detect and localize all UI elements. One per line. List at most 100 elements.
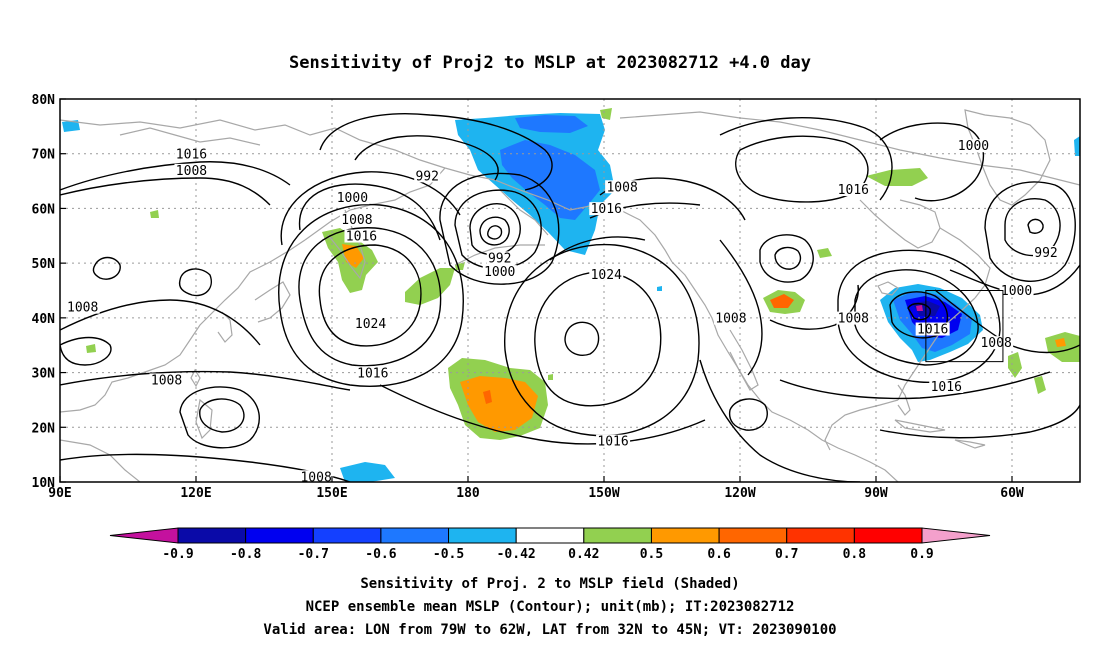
colorbar-label: -0.9: [162, 547, 193, 562]
coastline-siberia-inner: [119, 127, 261, 146]
contour-label: 1008: [838, 312, 869, 327]
colorbar-label: 0.5: [640, 547, 663, 562]
coastline-aleutians: [454, 244, 545, 266]
lon-tick-label: 90E: [48, 486, 71, 501]
colorbar-bin: [515, 527, 585, 544]
contour-west-sw-1: [60, 336, 112, 366]
lon-tick-label: 150E: [316, 486, 347, 501]
contour-label-bg: [979, 336, 1014, 350]
coastline-florida: [897, 384, 911, 416]
contour-low-bering-3: [487, 225, 503, 240]
shade-blue-west: [62, 120, 80, 132]
contour-label-bg: [929, 379, 964, 393]
contour-east-pacific-high-2: [534, 271, 662, 407]
coastline-russia-east: [304, 167, 446, 241]
contour-label: 1016: [346, 230, 377, 245]
shade-pink-east-coast-core: [916, 305, 923, 311]
shade-green-west-1: [150, 210, 159, 218]
colorbar-label: -0.5: [433, 547, 464, 562]
shade-orange-west-coast: [770, 294, 794, 308]
shade-green-aleutian: [405, 268, 455, 305]
colorbar-label: 0.9: [910, 547, 933, 562]
shade-blue-north-pacific-top: [515, 115, 588, 133]
shade-green-plains: [817, 248, 832, 258]
contour-rockies-1008: [719, 239, 763, 376]
contour-labrador-low: [1004, 198, 1061, 257]
lat-tick-label: 40N: [32, 312, 56, 327]
contour-label-bg: [355, 366, 390, 380]
contour-east-pacific-high-1: [564, 321, 600, 356]
figure-title: Sensitivity of Proj2 to MSLP at 20230827…: [289, 53, 811, 73]
coastline-us-east: [897, 297, 976, 401]
shade-blue-small-1: [657, 286, 662, 291]
contour-east-coast-low-3: [889, 291, 949, 339]
lat-tick-label: 20N: [32, 421, 56, 436]
coastline-philippines: [195, 398, 213, 440]
contour-east-coast-low-1: [854, 269, 979, 366]
contour-label-bg: [344, 229, 379, 243]
coastline-canada-east: [939, 227, 991, 299]
contour-label-bg: [174, 163, 209, 177]
shade-green-north-pacific: [600, 108, 612, 120]
colorbar-bin: [448, 527, 517, 544]
map-frame: [59, 98, 1081, 483]
coastline-korea: [217, 311, 233, 343]
axis-ticks: 90E 120E 150E 180 150W 120W 90W 60W 80N 70N 60N 50N…: [32, 93, 1024, 501]
coastlines: [60, 109, 1080, 482]
contour-west-lower: [60, 370, 351, 391]
contour-gulf-loop: [728, 398, 768, 431]
contour-label-bg: [353, 317, 388, 331]
contour-rockies-loop-inner: [774, 246, 802, 270]
contour-label-bg: [482, 265, 517, 279]
contour-label-bg: [174, 147, 209, 161]
coastline-alaska: [444, 167, 673, 263]
colorbar-label: -0.7: [298, 547, 329, 562]
shade-green-atlantic-1: [1045, 332, 1080, 362]
mslp-contours: [60, 113, 1080, 482]
contour-west-1008-lower: [60, 299, 261, 346]
lon-tick-label: 120W: [724, 486, 755, 501]
lon-tick-label: 150W: [588, 486, 619, 501]
shade-green-small-1: [455, 262, 465, 270]
contour-label: 1008: [67, 301, 98, 316]
coastline-cuba: [894, 419, 946, 433]
contour-label: 992: [415, 169, 438, 184]
contour-label: 992: [1034, 246, 1057, 261]
contour-label: 1000: [1001, 284, 1032, 299]
contour-label-bg: [589, 202, 624, 216]
contour-label-bg: [605, 180, 640, 194]
colorbar-bin: [177, 527, 247, 544]
contour-label: 992: [488, 251, 511, 266]
colorbar-bin: [853, 527, 923, 544]
shade-green-atlantic-3: [1034, 376, 1046, 394]
contour-label-bg: [65, 300, 100, 314]
colorbar-label: 0.8: [843, 547, 867, 562]
contour-low-bering-2: [479, 216, 510, 246]
contour-label-bg: [836, 183, 871, 197]
contour-label: 1008: [176, 164, 207, 179]
shade-blue-atlantic-edge: [1074, 136, 1080, 156]
contour-west-cut-low-2: [179, 386, 260, 449]
coastline-bering: [499, 189, 549, 236]
contour-label-bg: [915, 322, 950, 336]
shade-orange-atlantic: [1055, 338, 1066, 347]
contour-pacific-high-2: [298, 227, 442, 367]
coastline-siberia: [60, 119, 446, 169]
coastline-taiwan: [190, 368, 201, 388]
shade-blue-north-pacific-core: [500, 140, 600, 220]
caption-line-1: Sensitivity of Proj. 2 to MSLP field (Sh…: [360, 576, 739, 592]
contour-label-bg: [299, 470, 334, 482]
contour-label: 1000: [958, 139, 989, 154]
contour-label: 1008: [715, 312, 746, 327]
contour-labrador-low-2: [984, 181, 1076, 282]
colorbar-label: -0.6: [365, 547, 396, 562]
contour-label-bg: [596, 434, 631, 448]
contour-pacific-high-1: [318, 244, 422, 347]
contour-label: 1016: [176, 147, 207, 162]
colorbar-bin: [583, 527, 652, 544]
contour-west-1008: [60, 177, 271, 206]
colorbar-high-arrow: [921, 527, 991, 544]
contour-canada-high-2: [719, 117, 893, 201]
contour-label-bg: [339, 213, 374, 227]
